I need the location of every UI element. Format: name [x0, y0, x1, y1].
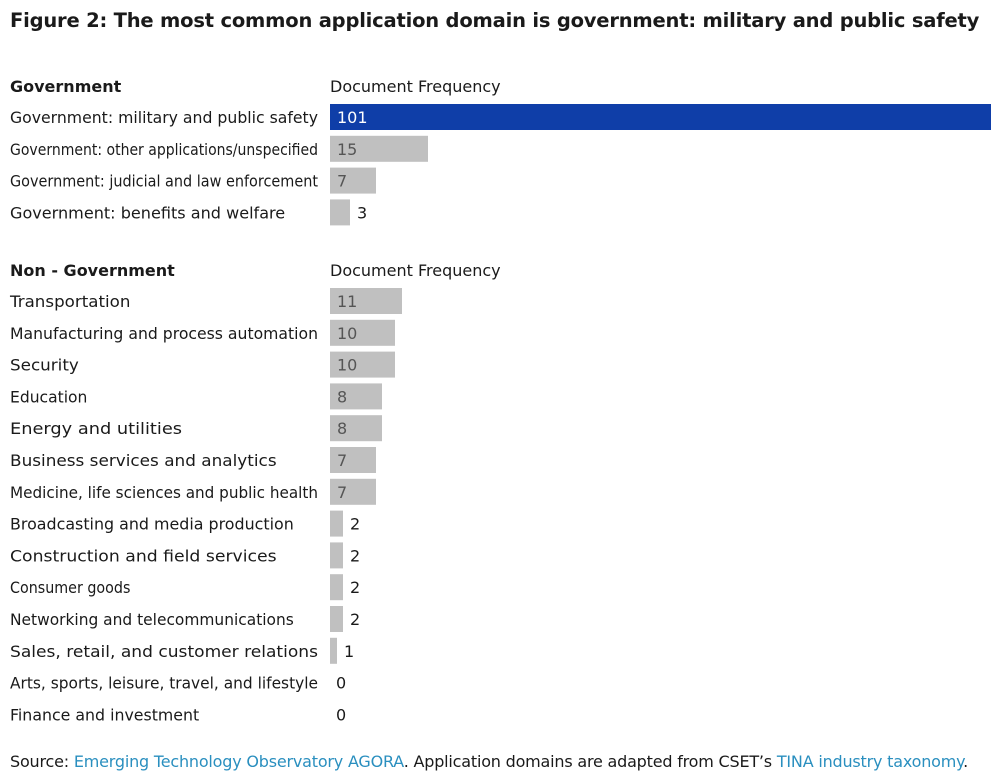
category-label-arts-sports-leisure-travel-and-lifestyle: Arts, sports, leisure, travel, and lifes…	[10, 674, 318, 693]
category-label-security: Security	[10, 356, 79, 375]
bar-education	[330, 383, 382, 410]
category-label-manufacturing-and-process-automation: Manufacturing and process automation	[10, 324, 318, 343]
bar-sales-retail-and-customer-relations	[330, 637, 337, 664]
category-label-education: Education	[10, 387, 87, 406]
value-header: Document Frequency	[330, 77, 501, 96]
source-suffix: .	[963, 752, 968, 771]
bar-security	[330, 351, 395, 378]
value-label-security: 10	[337, 356, 357, 375]
value-header: Document Frequency	[330, 261, 501, 280]
bar-medicine-life-sciences-and-public-health	[330, 478, 376, 505]
category-label-construction-and-field-services: Construction and field services	[10, 546, 277, 565]
value-label-arts-sports-leisure-travel-and-lifestyle: 0	[336, 674, 346, 693]
value-label-medicine-life-sciences-and-public-health: 7	[337, 483, 347, 502]
bar-government-judicial-and-law-enforcement	[330, 167, 376, 194]
category-label-business-services-and-analytics: Business services and analytics	[10, 451, 277, 470]
value-label-broadcasting-and-media-production: 2	[350, 515, 360, 534]
category-label-sales-retail-and-customer-relations: Sales, retail, and customer relations	[10, 642, 318, 661]
bar-business-services-and-analytics	[330, 447, 376, 473]
value-label-networking-and-telecommunications: 2	[350, 610, 360, 629]
category-label-consumer-goods: Consumer goods	[10, 578, 130, 597]
value-label-finance-and-investment: 0	[336, 705, 346, 724]
category-label-government-benefits-and-welfare: Government: benefits and welfare	[10, 203, 285, 222]
bar-consumer-goods	[330, 574, 343, 601]
value-label-sales-retail-and-customer-relations: 1	[344, 642, 354, 661]
group-header-government: Government	[10, 77, 122, 96]
bar-construction-and-field-services	[330, 542, 343, 569]
value-label-manufacturing-and-process-automation: 10	[337, 324, 357, 343]
category-label-finance-and-investment: Finance and investment	[10, 705, 199, 724]
tina-taxonomy-link[interactable]: TINA industry taxonomy	[776, 752, 964, 771]
category-label-medicine-life-sciences-and-public-health: Medicine, life sciences and public healt…	[10, 483, 318, 502]
chart-title: Figure 2: The most common application do…	[10, 9, 980, 32]
agora-link[interactable]: Emerging Technology Observatory AGORA	[73, 752, 404, 771]
value-label-transportation: 11	[337, 292, 357, 311]
value-label-education: 8	[337, 387, 347, 406]
group-header-non-government: Non - Government	[10, 261, 175, 280]
value-label-government-military-and-public-safety: 101	[337, 108, 368, 127]
value-label-government-judicial-and-law-enforcement: 7	[337, 172, 347, 191]
value-label-government-benefits-and-welfare: 3	[357, 203, 367, 222]
category-label-transportation: Transportation	[9, 292, 130, 311]
bar-transportation	[330, 288, 402, 314]
bar-manufacturing-and-process-automation	[330, 319, 395, 346]
category-label-energy-and-utilities: Energy and utilities	[10, 419, 182, 438]
value-label-energy-and-utilities: 8	[337, 419, 347, 438]
source-prefix: Source:	[10, 752, 74, 771]
category-label-government-military-and-public-safety: Government: military and public safety	[10, 108, 318, 127]
category-label-government-other-applications-unspecified: Government: other applications/unspecifi…	[10, 140, 318, 159]
bar-chart: Government Document Frequency Government: …	[9, 77, 991, 724]
source-middle: . Application domains are adapted from C…	[403, 752, 777, 771]
bar-networking-and-telecommunications	[330, 606, 343, 632]
category-label-networking-and-telecommunications: Networking and telecommunications	[10, 610, 294, 629]
category-label-broadcasting-and-media-production: Broadcasting and media production	[10, 515, 294, 534]
bar-energy-and-utilities	[330, 415, 382, 442]
source-note: Source: Emerging Technology Observatory …	[10, 752, 968, 771]
value-label-construction-and-field-services: 2	[350, 546, 360, 565]
category-label-government-judicial-and-law-enforcement: Government: judicial and law enforcement	[10, 172, 318, 191]
value-label-consumer-goods: 2	[350, 578, 360, 597]
bar-government-benefits-and-welfare	[330, 199, 350, 226]
bar-broadcasting-and-media-production	[330, 510, 343, 537]
value-label-government-other-applications-unspecified: 15	[337, 140, 357, 159]
bar-government-military-and-public-safety	[330, 104, 991, 130]
value-label-business-services-and-analytics: 7	[337, 451, 347, 470]
bar-government-other-applications-unspecified	[330, 135, 428, 162]
